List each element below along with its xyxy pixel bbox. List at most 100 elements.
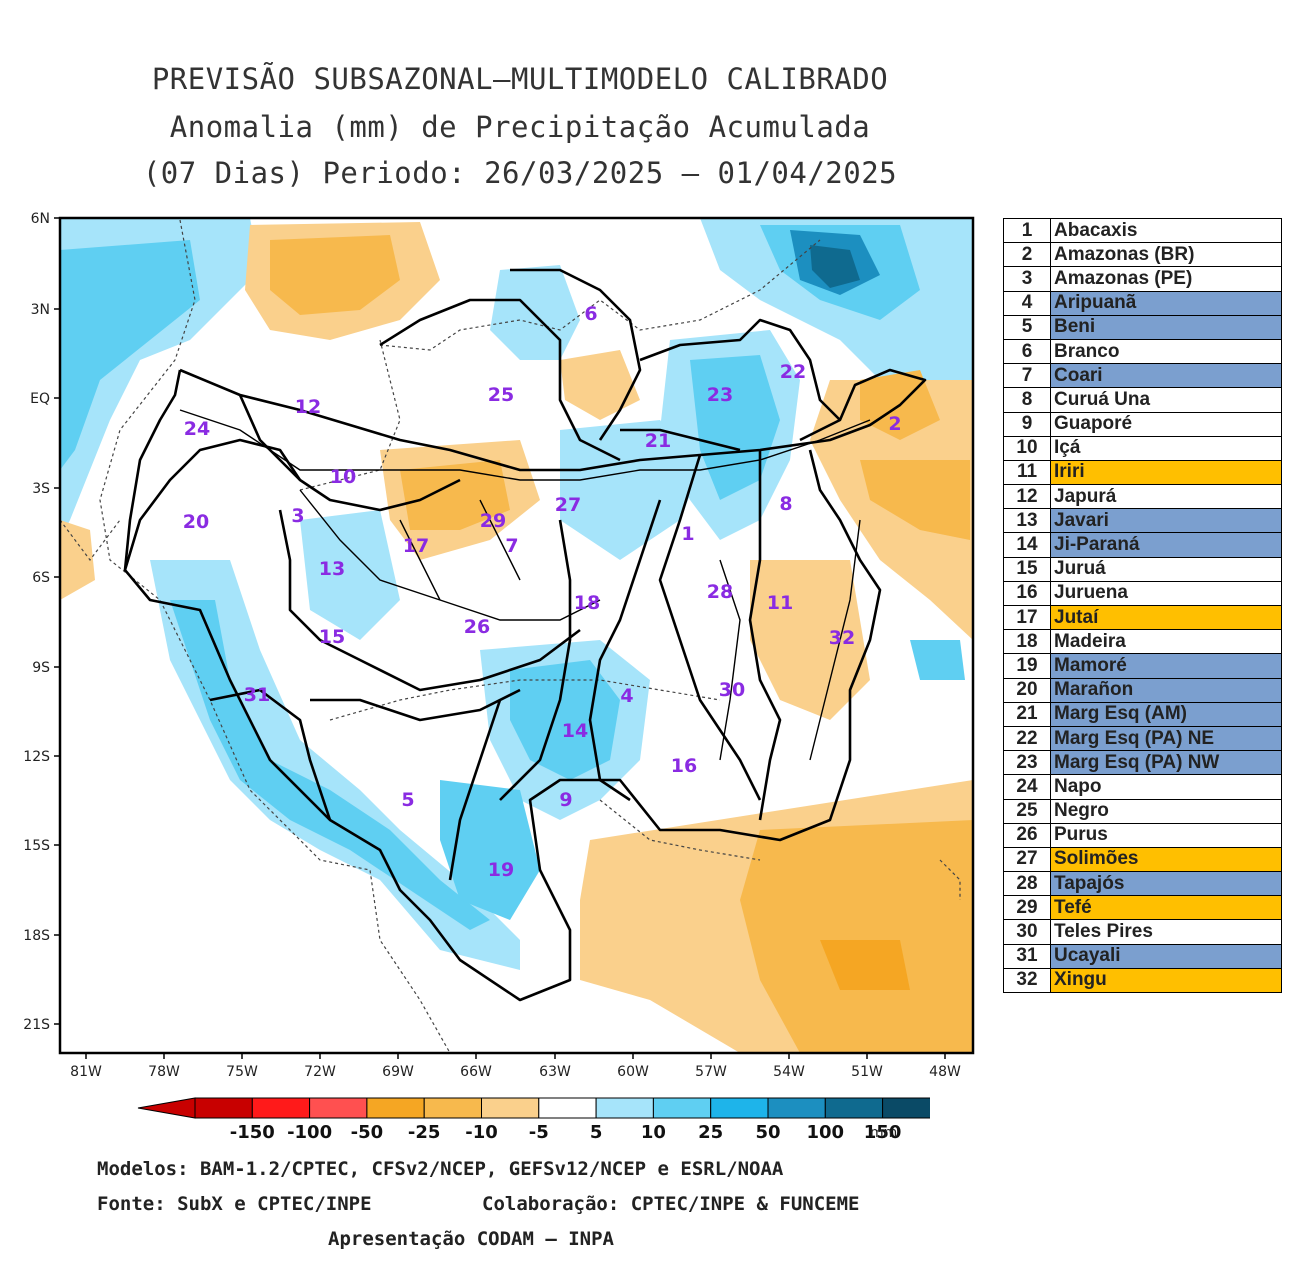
colorbar-swatch <box>366 1097 425 1119</box>
colorbar-swatch <box>652 1097 712 1119</box>
legend-basin-name: Xingu <box>1050 967 1282 994</box>
legend-row: 7 Coari <box>1003 363 1282 389</box>
colorbar-label: 25 <box>698 1122 723 1143</box>
lat-label: 9S <box>32 660 50 676</box>
legend-basin-name: Curuá Una <box>1050 387 1282 413</box>
legend-row: 3 Amazonas (PE) <box>1003 266 1282 292</box>
basin-number: 25 <box>488 384 514 406</box>
legend-row: 19 Mamoré <box>1003 653 1282 679</box>
legend-row: 8 Curuá Una <box>1003 387 1282 413</box>
legend-row: 21 Marg Esq (AM) <box>1003 701 1282 727</box>
legend-basin-number: 30 <box>1003 919 1051 945</box>
legend-basin-number: 29 <box>1003 895 1051 921</box>
colorbar-label: -150 <box>230 1122 275 1143</box>
legend-basin-name: Solimões <box>1050 846 1282 873</box>
lon-label: 66W <box>460 1064 492 1080</box>
legend-basin-name: Amazonas (BR) <box>1050 242 1282 268</box>
legend-row: 1 Abacaxis <box>1003 217 1282 244</box>
lat-label: 3N <box>31 302 50 318</box>
footer-collaboration: Colaboração: CPTEC/INPE & FUNCEME <box>482 1193 860 1215</box>
legend-basin-number: 6 <box>1003 338 1051 365</box>
basin-number: 26 <box>464 616 490 638</box>
colorbar-label: 50 <box>755 1122 780 1143</box>
legend-row: 17 Jutaí <box>1003 604 1282 631</box>
legend-basin-name: Ji-Paraná <box>1050 532 1282 558</box>
legend-row: 22 Marg Esq (PA) NE <box>1003 725 1282 752</box>
legend-basin-number: 23 <box>1003 750 1051 776</box>
footer-presentation: Apresentação CODAM – INPA <box>328 1228 614 1250</box>
colorbar-swatch <box>595 1097 654 1119</box>
colorbar-swatch <box>538 1097 597 1119</box>
legend-basin-name: Ucayali <box>1050 943 1282 969</box>
legend-basin-number: 25 <box>1003 798 1051 824</box>
legend-basin-name: Juruena <box>1050 580 1282 607</box>
legend-basin-name: Mamoré <box>1050 653 1282 679</box>
legend-row: 5 Beni <box>1003 314 1282 340</box>
colorbar-label: -10 <box>465 1122 498 1143</box>
lat-label: EQ <box>30 391 50 407</box>
colorbar-swatch <box>251 1097 311 1119</box>
legend-basin-number: 8 <box>1003 387 1051 413</box>
legend-row: 10 Içá <box>1003 435 1282 461</box>
basin-number: 29 <box>480 510 506 532</box>
basin-number: 15 <box>319 626 345 648</box>
legend-basin-name: Madeira <box>1050 629 1282 655</box>
lon-label: 54W <box>773 1064 805 1080</box>
colorbar-label: -25 <box>408 1122 441 1143</box>
legend-basin-number: 12 <box>1003 484 1051 510</box>
legend-row: 23 Marg Esq (PA) NW <box>1003 750 1282 776</box>
lat-label: 18S <box>23 928 50 944</box>
colorbar-boxes <box>137 1097 930 1119</box>
legend-basin-number: 7 <box>1003 363 1051 389</box>
legend-row: 32 Xingu <box>1003 967 1282 994</box>
legend-basin-number: 4 <box>1003 290 1051 316</box>
lon-label: 63W <box>539 1064 571 1080</box>
legend-basin-name: Japurá <box>1050 484 1282 510</box>
colorbar-unit: mm <box>870 1125 897 1141</box>
legend-row: 28 Tapajós <box>1003 871 1282 897</box>
lat-label: 6S <box>32 570 50 586</box>
basin-number: 10 <box>330 466 356 488</box>
legend-row: 20 Marañon <box>1003 677 1282 703</box>
basin-number: 17 <box>403 535 429 557</box>
basin-number: 22 <box>780 361 806 383</box>
basin-number: 23 <box>707 384 733 406</box>
basin-number: 19 <box>488 859 514 881</box>
lon-label: 60W <box>617 1064 649 1080</box>
legend-basin-number: 14 <box>1003 532 1051 558</box>
country-borders <box>59 219 961 1054</box>
lat-label: 3S <box>32 481 50 497</box>
basin-number: 11 <box>767 592 793 614</box>
basin-number: 2 <box>888 413 901 435</box>
legend-basin-name: Guaporé <box>1050 411 1282 437</box>
legend-basin-number: 19 <box>1003 653 1051 679</box>
colorbar-swatch <box>882 1097 930 1119</box>
legend-row: 4 Aripuanã <box>1003 290 1282 316</box>
legend-row: 30 Teles Pires <box>1003 919 1282 945</box>
legend-basin-number: 31 <box>1003 943 1051 969</box>
basin-number: 27 <box>555 494 581 516</box>
map-frame <box>58 216 975 1055</box>
legend-basin-name: Tefé <box>1050 895 1282 921</box>
legend-basin-number: 2 <box>1003 242 1051 268</box>
legend-row: 6 Branco <box>1003 338 1282 365</box>
lat-label: 12S <box>23 749 50 765</box>
lon-label: 81W <box>70 1064 102 1080</box>
colorbar-low-arrow <box>137 1097 196 1119</box>
basin-number: 18 <box>574 592 600 614</box>
legend-basin-name: Branco <box>1050 338 1282 365</box>
legend-basin-name: Marg Esq (PA) NW <box>1050 750 1282 776</box>
basin-legend-table: 1 Abacaxis 2 Amazonas (BR) 3 Amazonas (PE) 4 Ar… <box>1003 217 1282 994</box>
basin-number: 20 <box>183 511 209 533</box>
legend-row: 13 Javari <box>1003 508 1282 534</box>
lon-label: 57W <box>695 1064 727 1080</box>
color-scale-bar: -150 -100 -50 -25 -10 -5 5 10 25 50 100 150 mm <box>137 1097 930 1143</box>
legend-basin-number: 16 <box>1003 580 1051 607</box>
basin-number: 30 <box>719 679 745 701</box>
colorbar-swatch <box>767 1097 826 1119</box>
legend-basin-number: 15 <box>1003 556 1051 582</box>
legend-basin-name: Marg Esq (PA) NE <box>1050 725 1282 752</box>
legend-row: 14 Ji-Paraná <box>1003 532 1282 558</box>
lon-label: 51W <box>851 1064 883 1080</box>
basin-number: 1 <box>681 523 694 545</box>
